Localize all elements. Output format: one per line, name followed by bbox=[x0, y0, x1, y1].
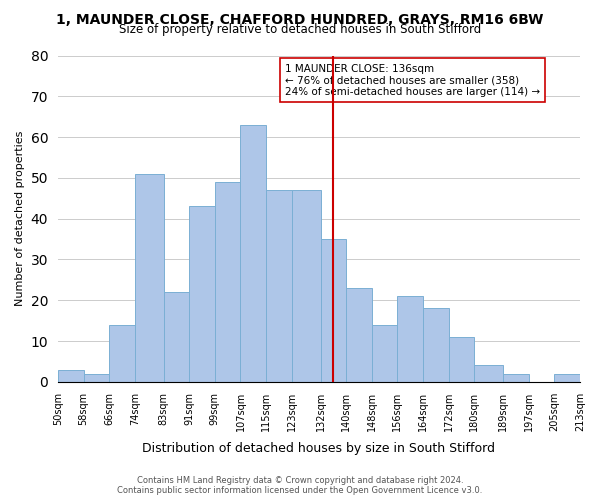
Bar bbox=[397, 296, 423, 382]
Text: Contains HM Land Registry data © Crown copyright and database right 2024.
Contai: Contains HM Land Registry data © Crown c… bbox=[118, 476, 482, 495]
Bar bbox=[423, 308, 449, 382]
Bar bbox=[372, 324, 397, 382]
Bar bbox=[449, 337, 474, 382]
Bar bbox=[320, 239, 346, 382]
Bar bbox=[292, 190, 320, 382]
Bar bbox=[503, 374, 529, 382]
Bar bbox=[58, 370, 83, 382]
X-axis label: Distribution of detached houses by size in South Stifford: Distribution of detached houses by size … bbox=[142, 442, 496, 455]
Bar bbox=[189, 206, 215, 382]
Bar bbox=[346, 288, 372, 382]
Text: Size of property relative to detached houses in South Stifford: Size of property relative to detached ho… bbox=[119, 22, 481, 36]
Bar bbox=[164, 292, 189, 382]
Bar bbox=[109, 324, 135, 382]
Bar bbox=[215, 182, 241, 382]
Bar bbox=[474, 366, 503, 382]
Bar bbox=[554, 374, 580, 382]
Text: 1, MAUNDER CLOSE, CHAFFORD HUNDRED, GRAYS, RM16 6BW: 1, MAUNDER CLOSE, CHAFFORD HUNDRED, GRAY… bbox=[56, 12, 544, 26]
Bar bbox=[135, 174, 164, 382]
Bar bbox=[266, 190, 292, 382]
Bar bbox=[241, 125, 266, 382]
Text: 1 MAUNDER CLOSE: 136sqm
← 76% of detached houses are smaller (358)
24% of semi-d: 1 MAUNDER CLOSE: 136sqm ← 76% of detache… bbox=[285, 64, 540, 97]
Bar bbox=[83, 374, 109, 382]
Y-axis label: Number of detached properties: Number of detached properties bbox=[15, 131, 25, 306]
